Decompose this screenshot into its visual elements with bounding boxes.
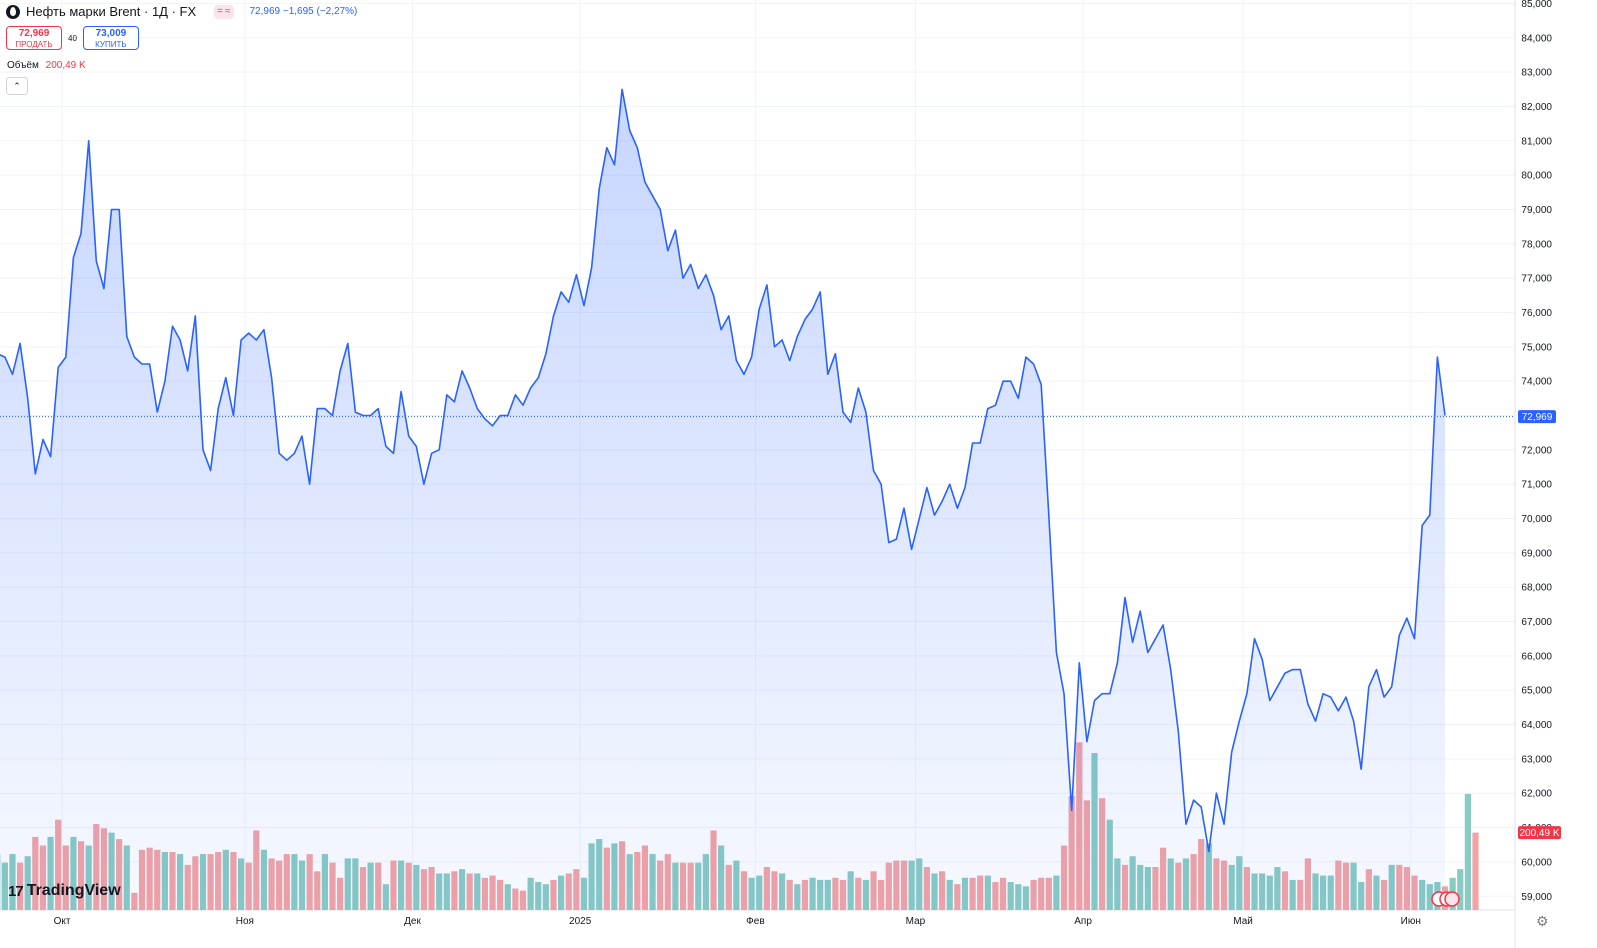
chevron-up-icon[interactable]: ⌃ bbox=[6, 77, 28, 95]
price-tick-label: 85,000 bbox=[1521, 0, 1552, 10]
last-price-badge bbox=[1518, 410, 1556, 424]
volume-badge bbox=[1518, 826, 1561, 840]
price-tick-label: 75,000 bbox=[1521, 342, 1552, 353]
price-tick-label: 71,000 bbox=[1521, 480, 1552, 491]
time-tick-label: Апр bbox=[1074, 916, 1092, 927]
price-area bbox=[0, 89, 1445, 910]
price-tick-label: 65,000 bbox=[1521, 686, 1552, 697]
price-tick-label: 78,000 bbox=[1521, 239, 1552, 250]
logo-text: TradingView bbox=[26, 882, 121, 899]
price-tick-label: 76,000 bbox=[1521, 308, 1552, 319]
price-tick-label: 83,000 bbox=[1521, 68, 1552, 79]
price-tick-label: 66,000 bbox=[1521, 651, 1552, 662]
sell-price: 72,969 bbox=[18, 28, 50, 39]
gear-icon[interactable]: ⚙ bbox=[1536, 913, 1549, 929]
time-tick-label: Май bbox=[1233, 916, 1253, 927]
events-flags-icon[interactable] bbox=[1430, 890, 1460, 908]
price-tick-label: 82,000 bbox=[1521, 102, 1552, 113]
spread-value: 40 bbox=[68, 33, 77, 43]
price-tick-label: 77,000 bbox=[1521, 274, 1552, 285]
time-tick-label: 2025 bbox=[569, 916, 592, 927]
buy-label: КУПИТЬ bbox=[95, 40, 127, 49]
price-tick-label: 62,000 bbox=[1521, 789, 1552, 800]
price-tick-label: 68,000 bbox=[1521, 583, 1552, 594]
price-tick-label: 79,000 bbox=[1521, 205, 1552, 216]
badge-approx: ≈ bbox=[225, 5, 231, 17]
price-tick-label: 64,000 bbox=[1521, 720, 1552, 731]
price-tick-label: 67,000 bbox=[1521, 617, 1552, 628]
price-tick-label: 80,000 bbox=[1521, 171, 1552, 182]
sell-button[interactable]: 72,969 ПРОДАТЬ bbox=[6, 26, 62, 50]
price-change: 72,969 −1,695 (−2,27%) bbox=[249, 6, 358, 17]
oil-drop-icon bbox=[6, 4, 20, 19]
last-price-label: 72,969 bbox=[1522, 412, 1553, 423]
price-tick-label: 70,000 bbox=[1521, 514, 1552, 525]
price-tick-label: 69,000 bbox=[1521, 548, 1552, 559]
volume-bar bbox=[1457, 869, 1464, 910]
price-tick-label: 84,000 bbox=[1521, 33, 1552, 44]
sell-label: ПРОДАТЬ bbox=[15, 40, 53, 49]
time-tick-label: Фев bbox=[746, 916, 764, 927]
volume-bar bbox=[1464, 793, 1471, 910]
time-tick-label: Июн bbox=[1401, 916, 1421, 927]
symbol-title[interactable]: Нефть марки Brent · 1Д · FX bbox=[26, 4, 197, 19]
buy-price: 73,009 bbox=[95, 28, 127, 39]
buy-button[interactable]: 73,009 КУПИТЬ bbox=[82, 26, 139, 50]
time-tick-label: Окт bbox=[54, 916, 71, 927]
time-tick-label: Дек bbox=[404, 916, 421, 927]
indicator-badges[interactable]: = ≈ bbox=[214, 4, 234, 19]
price-tick-label: 74,000 bbox=[1521, 377, 1552, 388]
tv-logo-icon: 17 bbox=[8, 882, 24, 900]
badge-equal: = bbox=[217, 5, 223, 17]
volume-badge-label: 200,49 K bbox=[1519, 828, 1559, 839]
chart-legend-header: Нефть марки Brent · 1Д · FX = ≈ 72,969 −… bbox=[6, 4, 357, 19]
price-tick-label: 81,000 bbox=[1521, 136, 1552, 147]
volume-label: Объём bbox=[7, 60, 39, 71]
price-line bbox=[0, 88, 1446, 853]
price-tick-label: 59,000 bbox=[1521, 892, 1552, 903]
trade-buttons: 72,969 ПРОДАТЬ 40 73,009 КУПИТЬ bbox=[6, 26, 139, 50]
volume-bar bbox=[1472, 832, 1479, 910]
time-tick-label: Ноя bbox=[236, 916, 254, 927]
time-tick-label: Мар bbox=[906, 916, 926, 927]
tradingview-logo[interactable]: 17 TradingView bbox=[8, 882, 121, 900]
price-tick-label: 72,000 bbox=[1521, 445, 1552, 456]
price-tick-label: 63,000 bbox=[1521, 754, 1552, 765]
volume-legend: Объём 200,49 K bbox=[7, 60, 86, 71]
price-tick-label: 60,000 bbox=[1521, 857, 1552, 868]
volume-value: 200,49 K bbox=[45, 60, 86, 71]
